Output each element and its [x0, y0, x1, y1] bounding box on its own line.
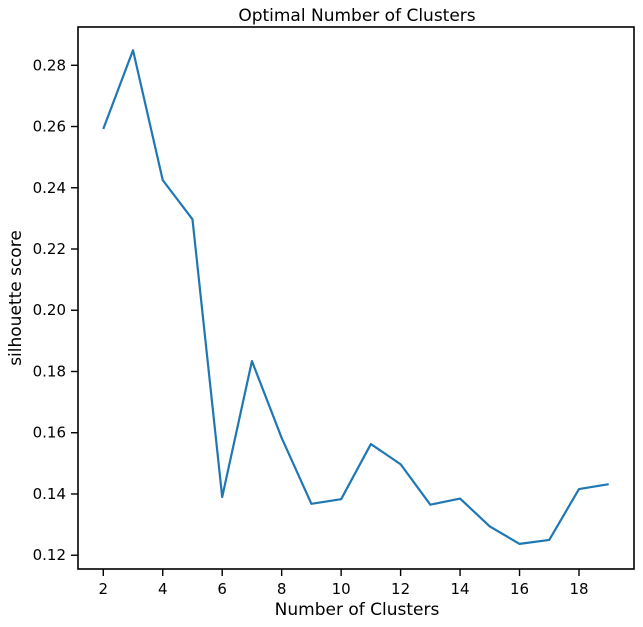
plot-frame: [77, 26, 635, 570]
x-tick-label: 8: [277, 580, 287, 598]
x-tick-label: 6: [217, 580, 227, 598]
series-layer: [102, 49, 609, 545]
x-tick-label: 10: [332, 580, 351, 598]
y-tick-label: 0.20: [33, 301, 66, 319]
y-tick-label: 0.18: [33, 362, 66, 380]
x-axis-ticks: 2 4 6 8 10 12 14 16 18: [98, 569, 589, 598]
y-tick-label: 0.16: [33, 424, 66, 442]
x-tick-label: 12: [391, 580, 410, 598]
y-tick-label: 0.28: [33, 56, 66, 74]
y-tick-label: 0.12: [33, 546, 66, 564]
y-tick-label: 0.24: [33, 179, 66, 197]
x-tick-label: 16: [510, 580, 529, 598]
y-tick-label: 0.14: [33, 485, 66, 503]
y-axis-ticks: 0.12 0.14 0.16 0.18 0.20 0.22 0.24 0.26 0.28: [33, 56, 78, 564]
chart-title: Optimal Number of Clusters: [238, 6, 475, 26]
y-tick-label: 0.22: [33, 240, 66, 258]
x-tick-label: 14: [451, 580, 470, 598]
plot-area: 2 4 6 8 10 12 14 16 18 0.120.140.160.180.200.220…: [33, 26, 635, 598]
x-tick-label: 18: [569, 580, 588, 598]
y-tick-label: 0.26: [33, 118, 66, 136]
x-tick-label: 4: [158, 580, 168, 598]
series-line: [102, 49, 609, 545]
y-axis-title: silhouette score: [6, 230, 26, 366]
x-tick-label: 2: [98, 580, 108, 598]
x-axis-title: Number of Clusters: [275, 600, 440, 620]
